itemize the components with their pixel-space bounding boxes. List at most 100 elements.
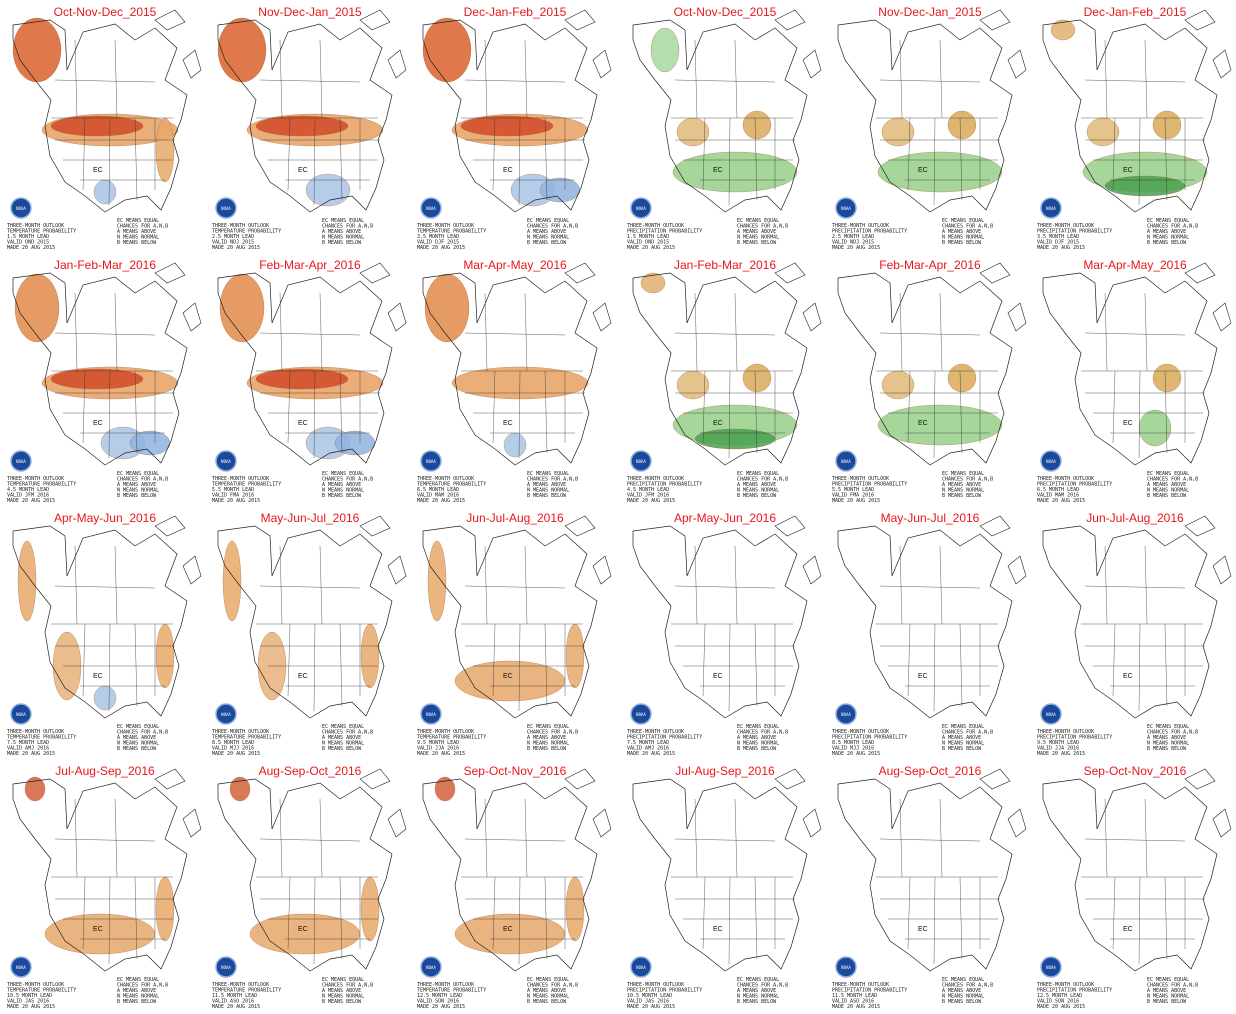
probability-region: [156, 118, 174, 182]
map-label: EC: [298, 167, 308, 174]
caption-line: MADE 20 AUG 2015: [212, 1004, 260, 1010]
outlook-panel: ECDec-Jan-Feb_2015NOAATHREE-MONTH OUTLOO…: [1037, 5, 1231, 251]
probability-region: [1051, 20, 1075, 40]
map-label: EC: [1123, 673, 1133, 680]
panel-title: Jul-Aug-Sep_2016: [675, 764, 775, 778]
logo-text: NOAA: [841, 206, 851, 211]
outlook-panel: ECOct-Nov-Dec_2015NOAATHREE-MONTH OUTLOO…: [7, 5, 201, 251]
probability-region: [540, 178, 580, 202]
outlook-panel: ECFeb-Mar-Apr_2016NOAATHREE-MONTH OUTLOO…: [832, 258, 1026, 504]
legend-line: B MEANS BELOW: [1147, 999, 1187, 1005]
logo-text: NOAA: [1046, 206, 1056, 211]
outlook-panel: ECMay-Jun-Jul_2016NOAATHREE-MONTH OUTLOO…: [832, 511, 1026, 757]
probability-region: [504, 433, 526, 457]
logo-text: NOAA: [636, 459, 646, 464]
logo-text: NOAA: [221, 712, 231, 717]
caption-line: MADE 20 AUG 2015: [7, 751, 55, 757]
probability-region: [1105, 176, 1185, 196]
panel-title: Sep-Oct-Nov_2016: [1084, 764, 1187, 778]
logo-text: NOAA: [1046, 459, 1056, 464]
panel-title: May-Jun-Jul_2016: [881, 511, 980, 525]
outlook-panel: ECFeb-Mar-Apr_2016NOAATHREE-MONTH OUTLOO…: [212, 258, 406, 504]
panel-title: Jun-Jul-Aug_2016: [1086, 511, 1184, 525]
probability-region: [455, 661, 565, 701]
logo-text: NOAA: [841, 712, 851, 717]
probability-region: [256, 116, 348, 136]
caption-line: MADE 20 AUG 2015: [627, 1004, 675, 1010]
map-label: EC: [93, 420, 103, 427]
outlook-panel: ECJan-Feb-Mar_2016NOAATHREE-MONTH OUTLOO…: [627, 258, 821, 504]
probability-region: [94, 686, 116, 710]
legend-line: B MEANS BELOW: [1147, 746, 1187, 752]
logo-text: NOAA: [636, 965, 646, 970]
caption-line: MADE 20 AUG 2015: [7, 498, 55, 504]
map-label: EC: [713, 167, 723, 174]
caption-line: MADE 20 AUG 2015: [1037, 245, 1085, 251]
caption-line: MADE 20 AUG 2015: [832, 498, 880, 504]
outlook-panel: ECMar-Apr-May_2016NOAATHREE-MONTH OUTLOO…: [1037, 258, 1231, 504]
probability-region: [651, 28, 679, 72]
outlook-panel: ECMay-Jun-Jul_2016NOAATHREE-MONTH OUTLOO…: [212, 511, 406, 757]
probability-region: [361, 877, 379, 941]
outlook-grid: ECOct-Nov-Dec_2015NOAATHREE-MONTH OUTLOO…: [0, 0, 1236, 1014]
logo-text: NOAA: [636, 712, 646, 717]
probability-region: [743, 111, 771, 139]
map-label: EC: [298, 926, 308, 933]
probability-region: [455, 914, 565, 954]
logo-text: NOAA: [841, 459, 851, 464]
map-label: EC: [918, 167, 928, 174]
map-outline: [1043, 516, 1231, 718]
probability-region: [256, 369, 348, 389]
legend-line: B MEANS BELOW: [737, 999, 777, 1005]
logo-text: NOAA: [426, 459, 436, 464]
outlook-panel: ECApr-May-Jun_2016NOAATHREE-MONTH OUTLOO…: [627, 511, 821, 757]
probability-region: [335, 431, 375, 455]
probability-region: [948, 111, 976, 139]
legend-line: B MEANS BELOW: [942, 493, 982, 499]
caption-line: MADE 20 AUG 2015: [1037, 751, 1085, 757]
map-label: EC: [918, 673, 928, 680]
panel-title: Feb-Mar-Apr_2016: [259, 258, 361, 272]
logo-text: NOAA: [16, 206, 26, 211]
panel-title: Jul-Aug-Sep_2016: [55, 764, 155, 778]
outlook-panel: ECDec-Jan-Feb_2015NOAATHREE-MONTH OUTLOO…: [417, 5, 611, 251]
probability-region: [15, 274, 59, 342]
probability-region: [673, 152, 797, 192]
caption-line: MADE 20 AUG 2015: [1037, 1004, 1085, 1010]
logo-text: NOAA: [426, 712, 436, 717]
legend-line: B MEANS BELOW: [117, 240, 157, 246]
map-label: EC: [503, 420, 513, 427]
caption-line: MADE 20 AUG 2015: [417, 498, 465, 504]
caption-line: MADE 20 AUG 2015: [212, 751, 260, 757]
legend-line: B MEANS BELOW: [942, 240, 982, 246]
outlook-panel: ECAug-Sep-Oct_2016NOAATHREE-MONTH OUTLOO…: [832, 764, 1026, 1010]
outlook-panel: ECJul-Aug-Sep_2016NOAATHREE-MONTH OUTLOO…: [627, 764, 821, 1010]
probability-region: [230, 777, 250, 801]
caption-line: MADE 20 AUG 2015: [212, 498, 260, 504]
legend-line: B MEANS BELOW: [1147, 493, 1187, 499]
legend-line: B MEANS BELOW: [322, 999, 362, 1005]
legend-line: B MEANS BELOW: [322, 746, 362, 752]
legend-line: B MEANS BELOW: [117, 493, 157, 499]
outlook-panel: ECAug-Sep-Oct_2016NOAATHREE-MONTH OUTLOO…: [212, 764, 406, 1010]
map-label: EC: [93, 926, 103, 933]
outlook-panel: ECJun-Jul-Aug_2016NOAATHREE-MONTH OUTLOO…: [417, 511, 611, 757]
caption-line: MADE 20 AUG 2015: [832, 751, 880, 757]
probability-region: [250, 914, 360, 954]
map-label: EC: [1123, 420, 1133, 427]
page: ECOct-Nov-Dec_2015NOAATHREE-MONTH OUTLOO…: [0, 0, 1236, 1014]
probability-region: [156, 624, 174, 688]
map-label: EC: [298, 673, 308, 680]
map-label: EC: [503, 167, 513, 174]
probability-region: [878, 405, 1002, 445]
logo-text: NOAA: [221, 206, 231, 211]
legend-line: B MEANS BELOW: [527, 240, 567, 246]
outlook-panel: ECOct-Nov-Dec_2015NOAATHREE-MONTH OUTLOO…: [627, 5, 821, 251]
panel-title: Aug-Sep-Oct_2016: [879, 764, 982, 778]
outlook-panel: ECApr-May-Jun_2016NOAATHREE-MONTH OUTLOO…: [7, 511, 201, 757]
probability-region: [51, 116, 143, 136]
logo-text: NOAA: [636, 206, 646, 211]
outlook-panel: ECJul-Aug-Sep_2016NOAATHREE-MONTH OUTLOO…: [7, 764, 201, 1010]
map-label: EC: [918, 926, 928, 933]
